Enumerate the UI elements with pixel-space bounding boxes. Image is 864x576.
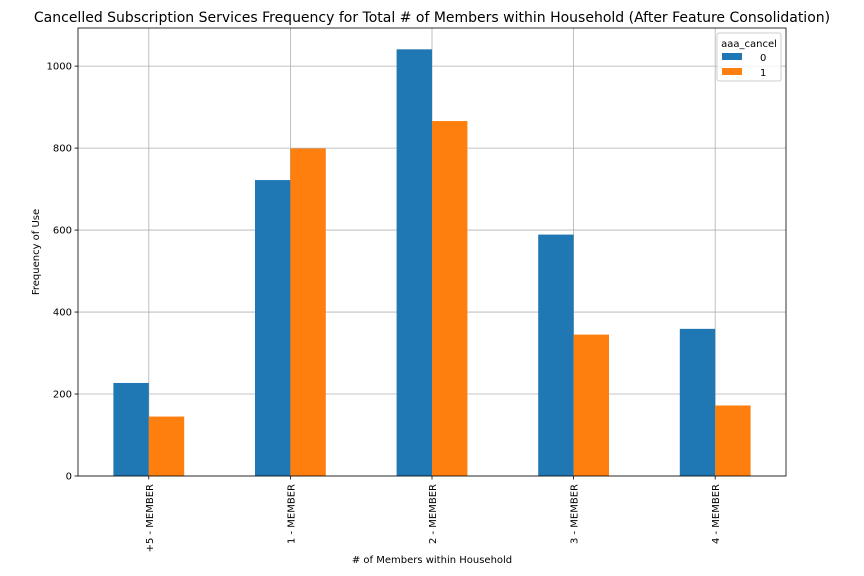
bar-series-0-1 — [255, 180, 291, 477]
x-tick-label: 1 - MEMBER — [286, 484, 297, 544]
bars — [113, 49, 751, 477]
bar-series-1-2 — [432, 121, 468, 476]
bar-series-0-3 — [538, 234, 574, 476]
x-tick-label: +5 - MEMBER — [145, 484, 156, 552]
chart-title: Cancelled Subscription Services Frequenc… — [34, 10, 830, 26]
bar-series-1-3 — [573, 334, 609, 476]
bar-series-1-4 — [715, 405, 751, 476]
legend-swatch-1 — [722, 68, 742, 75]
legend-label-1: 1 — [760, 68, 766, 79]
bar-series-0-0 — [113, 382, 149, 476]
legend-title: aaa_cancel — [721, 39, 777, 50]
legend-label-0: 0 — [760, 53, 766, 64]
bar-series-1-0 — [148, 416, 185, 476]
y-tick-label: 400 — [53, 308, 72, 319]
bar-series-0-4 — [679, 328, 716, 476]
y-tick-label: 1000 — [47, 62, 72, 73]
x-tick-label: 3 - MEMBER — [570, 484, 581, 544]
x-axis-label: # of Members within Household — [352, 555, 512, 566]
y-tick-label: 600 — [53, 226, 72, 237]
legend: aaa_cancel 0 1 — [716, 32, 782, 82]
y-axis-label: Frequency of Use — [31, 209, 42, 295]
bar-series-0-2 — [396, 49, 432, 477]
x-tick-label: 2 - MEMBER — [428, 484, 439, 544]
axis-ticks: 0 200 400 600 800 1000 +5 - MEMBER 1 - MEMBER 2 … — [47, 62, 723, 553]
y-tick-label: 0 — [66, 472, 72, 483]
bar-series-1-1 — [290, 148, 326, 476]
y-tick-label: 800 — [53, 144, 72, 155]
legend-swatch-0 — [722, 53, 742, 60]
x-tick-label: 4 - MEMBER — [711, 484, 722, 544]
y-tick-label: 200 — [53, 390, 72, 401]
